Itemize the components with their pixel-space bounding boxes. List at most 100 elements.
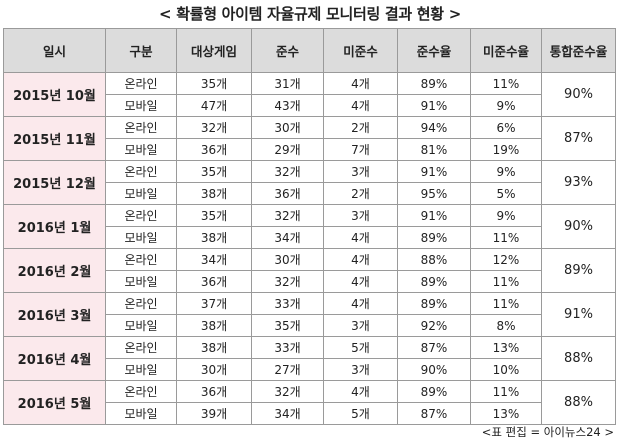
cell-comply-rate: 88%	[397, 248, 471, 271]
cell-noncomply: 7개	[323, 138, 398, 161]
cell-type: 온라인	[105, 204, 177, 227]
cell-type: 모바일	[105, 402, 177, 425]
cell-noncomply-rate: 13%	[470, 402, 542, 425]
cell-comply: 35개	[251, 314, 324, 337]
col-header-comply-rate: 준수율	[397, 28, 471, 73]
col-header-target-games: 대상게임	[176, 28, 252, 73]
col-header-type: 구분	[105, 28, 177, 73]
cell-type: 온라인	[105, 116, 177, 139]
cell-comply: 29개	[251, 138, 324, 161]
cell-comply-rate: 89%	[397, 380, 471, 403]
col-header-noncomply-rate: 미준수율	[470, 28, 542, 73]
cell-period: 2016년 5월	[3, 380, 106, 425]
table-row: 2016년 4월 온라인 38개 33개 5개 87% 13% 88%	[3, 336, 616, 381]
table-row: 모바일 47개 43개 4개 91% 9%	[4, 94, 616, 117]
cell-noncomply: 3개	[323, 204, 398, 227]
cell-total-rate: 90%	[541, 72, 616, 117]
cell-comply: 33개	[251, 292, 324, 315]
cell-target-games: 35개	[176, 160, 252, 183]
cell-comply: 34개	[251, 402, 324, 425]
cell-total-rate: 90%	[541, 204, 616, 249]
cell-comply-rate: 89%	[397, 270, 471, 293]
cell-noncomply-rate: 8%	[470, 314, 542, 337]
cell-target-games: 32개	[176, 116, 252, 139]
cell-noncomply-rate: 11%	[470, 380, 542, 403]
cell-noncomply-rate: 9%	[470, 160, 542, 183]
cell-period: 2015년 11월	[3, 116, 106, 161]
cell-target-games: 34개	[176, 248, 252, 271]
cell-period: 2016년 3월	[3, 292, 106, 337]
cell-type: 모바일	[105, 138, 177, 161]
cell-type: 온라인	[105, 380, 177, 403]
cell-noncomply-rate: 9%	[470, 94, 542, 117]
cell-comply: 34개	[251, 226, 324, 249]
cell-period: 2015년 12월	[3, 160, 106, 205]
cell-noncomply-rate: 11%	[470, 270, 542, 293]
cell-noncomply: 3개	[323, 358, 398, 381]
cell-type: 모바일	[105, 358, 177, 381]
cell-type: 모바일	[105, 314, 177, 337]
cell-comply: 32개	[251, 204, 324, 227]
cell-total-rate: 89%	[541, 248, 616, 293]
cell-noncomply: 3개	[323, 314, 398, 337]
cell-noncomply-rate: 9%	[470, 204, 542, 227]
cell-period: 2016년 4월	[3, 336, 106, 381]
table-row: 모바일 38개 34개 4개 89% 11%	[4, 226, 616, 249]
cell-noncomply-rate: 11%	[470, 226, 542, 249]
cell-comply: 27개	[251, 358, 324, 381]
table-row: 2016년 5월 온라인 36개 32개 4개 89% 11% 88%	[3, 380, 616, 425]
col-header-date: 일시	[3, 28, 106, 73]
cell-noncomply: 4개	[323, 72, 398, 95]
cell-comply-rate: 87%	[397, 402, 471, 425]
cell-comply: 43개	[251, 94, 324, 117]
table-body: 2015년 10월 온라인 35개 31개 4개 89% 11% 90% 모바일 47개 43개 4개…	[3, 72, 616, 425]
cell-target-games: 39개	[176, 402, 252, 425]
cell-noncomply: 4개	[323, 226, 398, 249]
cell-noncomply: 5개	[323, 336, 398, 359]
cell-noncomply-rate: 13%	[470, 336, 542, 359]
cell-comply-rate: 90%	[397, 358, 471, 381]
cell-noncomply: 4개	[323, 94, 398, 117]
cell-total-rate: 88%	[541, 380, 616, 425]
cell-comply: 30개	[251, 116, 324, 139]
cell-noncomply-rate: 11%	[470, 72, 542, 95]
cell-noncomply: 4개	[323, 380, 398, 403]
cell-noncomply-rate: 10%	[470, 358, 542, 381]
cell-noncomply-rate: 12%	[470, 248, 542, 271]
table-row: 모바일 36개 29개 7개 81% 19%	[4, 138, 616, 161]
cell-type: 온라인	[105, 292, 177, 315]
cell-comply-rate: 91%	[397, 204, 471, 227]
cell-type: 온라인	[105, 336, 177, 359]
cell-target-games: 47개	[176, 94, 252, 117]
table-row: 2015년 11월 온라인 32개 30개 2개 94% 6% 87%	[3, 116, 616, 161]
cell-comply: 32개	[251, 380, 324, 403]
cell-comply-rate: 89%	[397, 72, 471, 95]
cell-type: 온라인	[105, 248, 177, 271]
table-row: 모바일 39개 34개 5개 87% 13%	[4, 402, 616, 425]
cell-comply: 32개	[251, 160, 324, 183]
cell-target-games: 38개	[176, 336, 252, 359]
cell-noncomply-rate: 5%	[470, 182, 542, 205]
cell-comply-rate: 91%	[397, 160, 471, 183]
cell-comply-rate: 81%	[397, 138, 471, 161]
cell-comply-rate: 92%	[397, 314, 471, 337]
table-title: < 확률형 아이템 자율규제 모니터링 결과 현황 >	[159, 5, 461, 23]
cell-type: 모바일	[105, 182, 177, 205]
cell-noncomply-rate: 19%	[470, 138, 542, 161]
cell-total-rate: 93%	[541, 160, 616, 205]
cell-period: 2015년 10월	[3, 72, 106, 117]
cell-noncomply: 2개	[323, 182, 398, 205]
cell-target-games: 38개	[176, 226, 252, 249]
table-row: 2016년 2월 온라인 34개 30개 4개 88% 12% 89%	[3, 248, 616, 293]
cell-noncomply: 4개	[323, 292, 398, 315]
cell-comply-rate: 89%	[397, 292, 471, 315]
cell-comply-rate: 94%	[397, 116, 471, 139]
cell-noncomply: 4개	[323, 248, 398, 271]
cell-period: 2016년 1월	[3, 204, 106, 249]
cell-noncomply: 3개	[323, 160, 398, 183]
cell-comply: 30개	[251, 248, 324, 271]
cell-target-games: 37개	[176, 292, 252, 315]
cell-target-games: 36개	[176, 270, 252, 293]
cell-type: 모바일	[105, 226, 177, 249]
cell-target-games: 35개	[176, 204, 252, 227]
